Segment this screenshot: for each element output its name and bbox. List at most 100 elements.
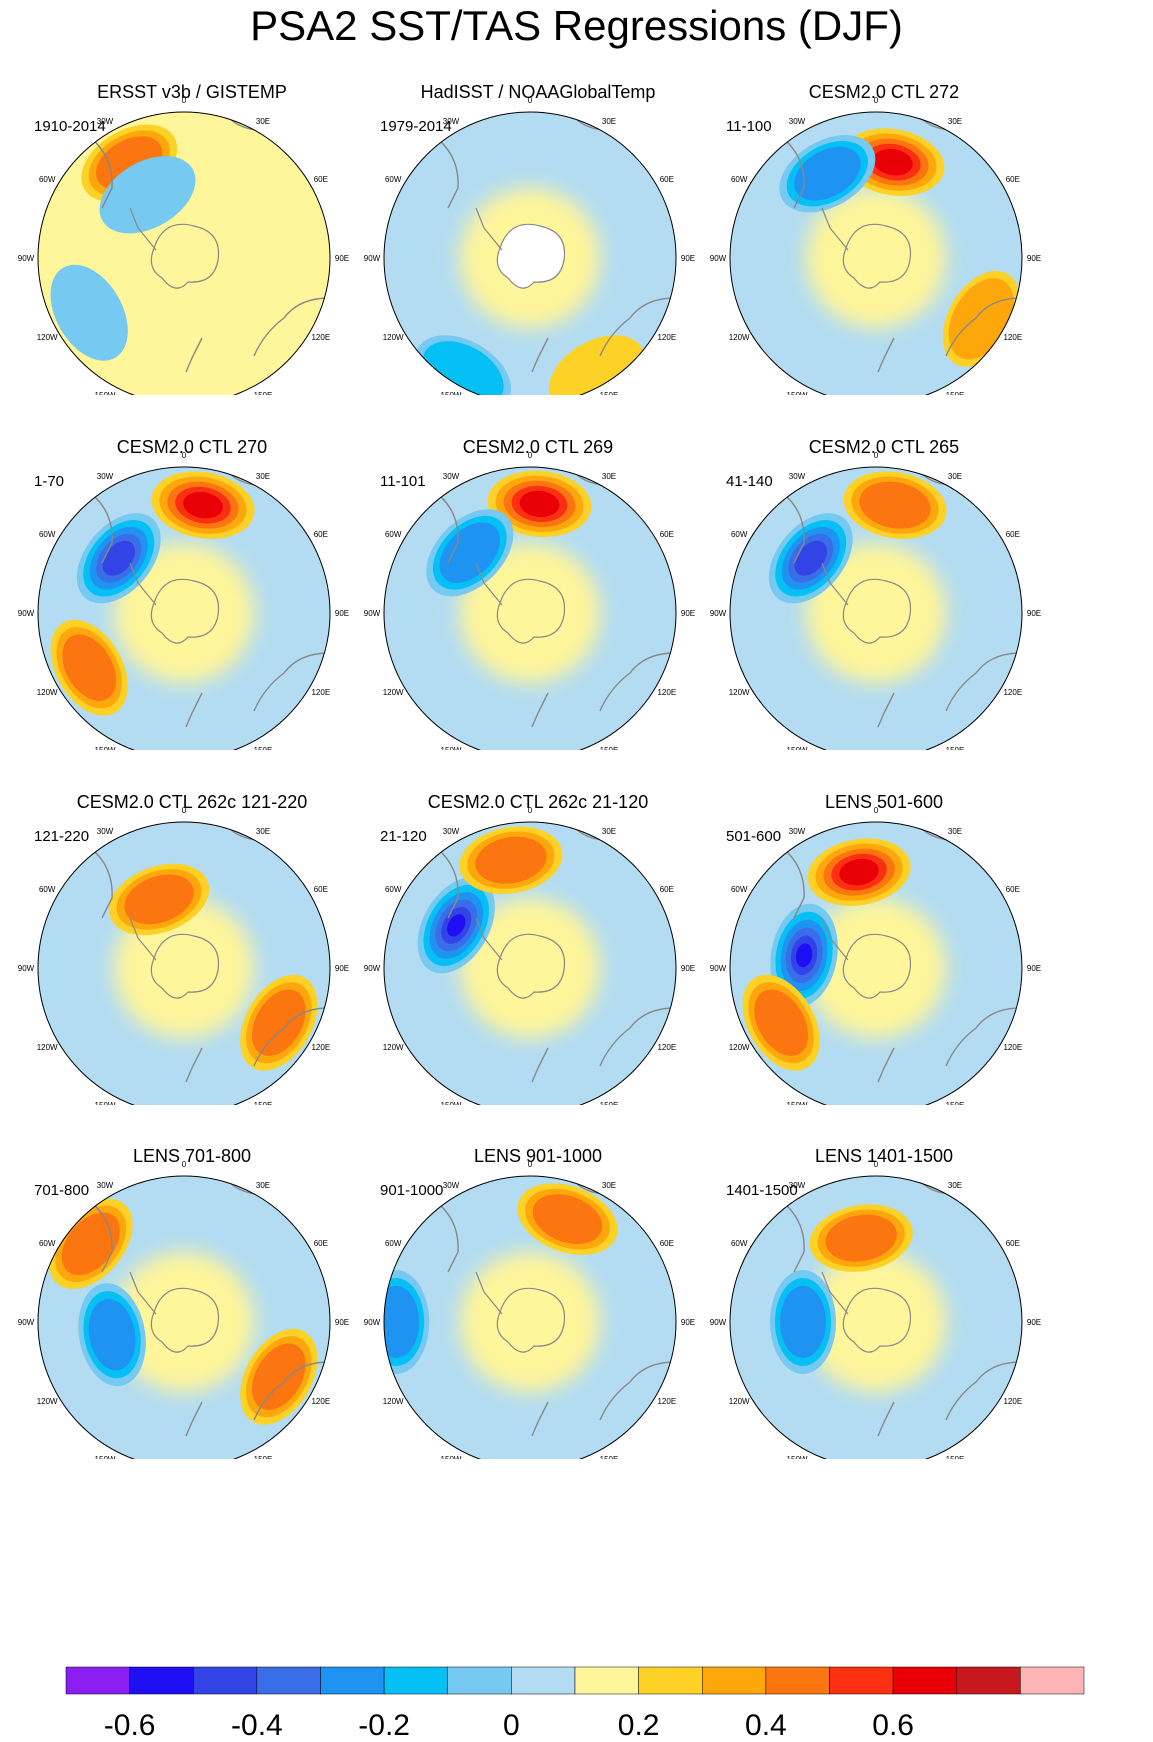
- peninsula-coastline: [821, 917, 849, 961]
- panel-title: LENS 1401-1500: [814, 1146, 954, 1166]
- longitude-label: 60W: [39, 885, 56, 894]
- polar-map: 030E60E90E120E150E180150W120W90W60W30W: [18, 806, 349, 1105]
- longitude-label: 60E: [660, 175, 674, 184]
- map-border: [383, 821, 677, 1105]
- colorbar-swatch: [256, 1666, 321, 1695]
- longitude-label: 90E: [335, 964, 349, 973]
- longitude-label: 90W: [710, 1318, 727, 1327]
- panel: 030E60E90E120E150E180150W120W90W60W30WCE…: [0, 355, 384, 750]
- longitude-label: 60W: [731, 1239, 748, 1248]
- longitude-label: 120E: [311, 688, 330, 697]
- longitude-label: 150E: [946, 746, 965, 750]
- longitude-label: 90W: [710, 964, 727, 973]
- anomaly-contour: [183, 491, 223, 519]
- longitude-label: 90E: [681, 1318, 695, 1327]
- map-border: [37, 1175, 331, 1459]
- longitude-label: 120W: [729, 1397, 750, 1406]
- longitude-label: 30E: [602, 117, 616, 126]
- longitude-label: 90W: [710, 609, 727, 618]
- longitude-label: 0: [528, 96, 533, 105]
- new-zealand-coastline: [877, 692, 895, 728]
- panel: 030E60E90E120E150E180150W120W90W60W30WER…: [0, 0, 384, 395]
- longitude-label: 30E: [602, 827, 616, 836]
- longitude-label: 30E: [602, 472, 616, 481]
- anomaly-contour: [61, 1212, 120, 1276]
- panel-title: LENS 901-1000: [473, 1146, 603, 1166]
- longitude-label: 150E: [946, 1455, 965, 1459]
- anomaly-contour: [447, 914, 466, 937]
- polar-map: 030E60E90E120E150E180150W120W90W60W30W: [364, 806, 695, 1105]
- longitude-label: 30W: [97, 472, 114, 481]
- australia-coastline: [945, 1007, 1022, 1067]
- new-zealand-coastline: [877, 1401, 895, 1437]
- new-zealand-coastline: [185, 1401, 203, 1437]
- longitude-label: 90W: [364, 964, 381, 973]
- longitude-label: 60E: [314, 175, 328, 184]
- longitude-label: 60E: [660, 1239, 674, 1248]
- longitude-label: 120W: [383, 1043, 404, 1052]
- australia-coastline: [945, 1361, 1022, 1421]
- anomaly-contour: [251, 989, 306, 1056]
- peninsula-coastline: [475, 1271, 503, 1315]
- panel: 030E60E90E120E150E180150W120W90W60W30WCE…: [346, 355, 730, 750]
- colorbar-swatch: [829, 1666, 894, 1695]
- polar-map: 030E60E90E120E150E180150W120W90W60W30W: [710, 451, 1041, 750]
- panel: 030E60E90E120E150E180150W120W90W60W30WLE…: [692, 710, 1076, 1105]
- colorbar-swatch: [65, 1666, 130, 1695]
- longitude-label: 150W: [787, 391, 808, 395]
- longitude-label: 90W: [18, 609, 35, 618]
- anomaly-contour: [794, 540, 828, 576]
- longitude-label: 0: [528, 806, 533, 815]
- map-border: [37, 111, 331, 395]
- longitude-label: 150W: [95, 1455, 116, 1459]
- longitude-label: 90W: [364, 254, 381, 263]
- panel-title: CESM2.0 CTL 265: [808, 437, 960, 457]
- longitude-label: 150W: [441, 1101, 462, 1105]
- longitude-label: 30E: [256, 1181, 270, 1190]
- new-zealand-coastline: [531, 1047, 549, 1083]
- map-border: [383, 466, 677, 750]
- longitude-label: 30W: [789, 117, 806, 126]
- longitude-label: 90E: [1027, 609, 1041, 618]
- longitude-label: 150W: [441, 746, 462, 750]
- longitude-label: 120W: [729, 1043, 750, 1052]
- longitude-label: 60W: [385, 885, 402, 894]
- longitude-label: 150E: [600, 391, 619, 395]
- longitude-label: 150W: [787, 746, 808, 750]
- longitude-label: 0: [874, 806, 879, 815]
- anomaly-contour: [532, 1194, 603, 1244]
- longitude-label: 60W: [39, 1239, 56, 1248]
- panel-title: CESM2.0 CTL 272: [808, 82, 960, 102]
- longitude-label: 150E: [600, 1101, 619, 1105]
- panel: 030E60E90E120E150E180150W120W90W60W30WCE…: [0, 710, 384, 1105]
- polar-map: 030E60E90E120E150E180150W120W90W60W30W: [364, 96, 695, 395]
- colorbar-swatch: [892, 1666, 957, 1695]
- new-zealand-coastline: [185, 692, 203, 728]
- australia-coastline: [945, 652, 1022, 712]
- panel-title: CESM2.0 CTL 270: [116, 437, 268, 457]
- anomaly-contour: [859, 481, 931, 529]
- colorbar-swatch: [1020, 1666, 1085, 1695]
- peninsula-coastline: [475, 562, 503, 606]
- longitude-label: 150W: [787, 1455, 808, 1459]
- longitude-label: 30E: [256, 117, 270, 126]
- longitude-label: 120W: [383, 1397, 404, 1406]
- panel-title: CESM2.0 CTL 269: [462, 437, 614, 457]
- antarctica-coastline: [842, 578, 912, 644]
- longitude-label: 30W: [97, 827, 114, 836]
- longitude-label: 60W: [385, 530, 402, 539]
- longitude-label: 120E: [1003, 688, 1022, 697]
- longitude-label: 120W: [37, 1397, 58, 1406]
- longitude-label: 120W: [37, 1043, 58, 1052]
- peninsula-coastline: [821, 562, 849, 606]
- panel-years: 1910-2014: [34, 118, 106, 135]
- longitude-label: 30E: [602, 1181, 616, 1190]
- anomaly-contour: [475, 836, 547, 884]
- map-border: [37, 821, 331, 1105]
- anomaly-contour: [99, 156, 196, 234]
- longitude-label: 60E: [660, 885, 674, 894]
- panel: 030E60E90E120E150E180150W120W90W60W30WCE…: [692, 0, 1076, 395]
- longitude-label: 60E: [1006, 885, 1020, 894]
- panel: 030E60E90E120E150E180150W120W90W60W30WHa…: [346, 0, 730, 395]
- longitude-label: 90E: [335, 609, 349, 618]
